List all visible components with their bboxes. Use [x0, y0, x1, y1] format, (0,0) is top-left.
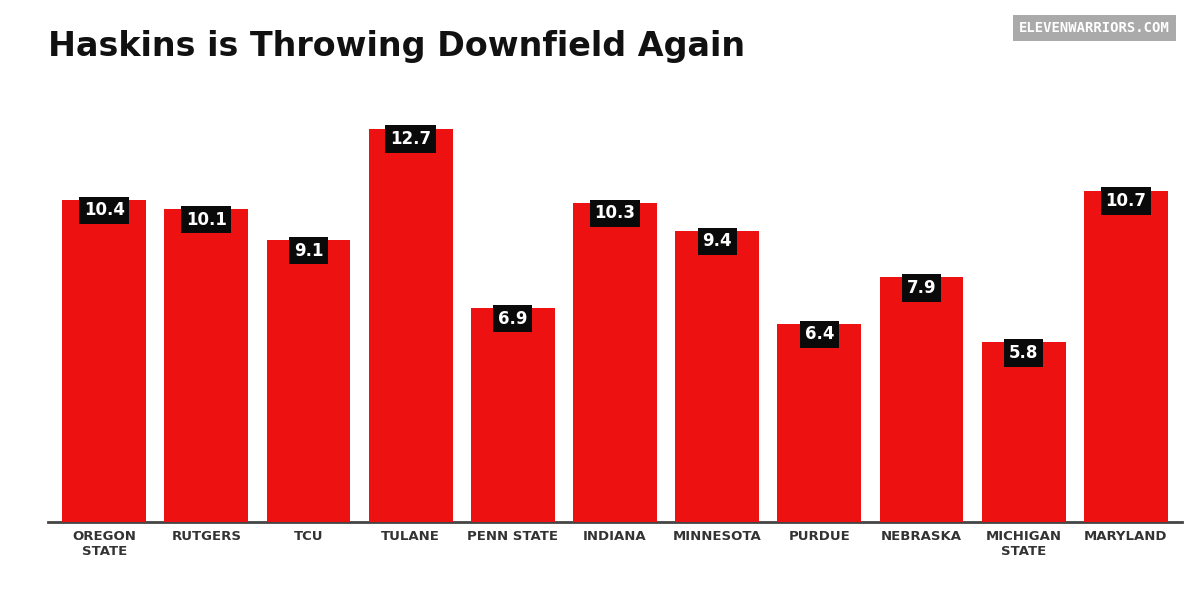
Text: 9.4: 9.4: [702, 232, 732, 250]
Bar: [982, 342, 1066, 522]
Text: Haskins is Throwing Downfield Again: Haskins is Throwing Downfield Again: [48, 30, 745, 63]
Bar: [62, 200, 146, 522]
Bar: [778, 324, 862, 522]
Bar: [676, 231, 760, 522]
Text: ELEVENWARRIORS.COM: ELEVENWARRIORS.COM: [1019, 21, 1170, 35]
Bar: [368, 129, 452, 522]
Bar: [1084, 191, 1168, 522]
Bar: [164, 209, 248, 522]
Bar: [574, 203, 656, 522]
Text: 6.9: 6.9: [498, 310, 528, 328]
Text: 6.4: 6.4: [804, 325, 834, 344]
Text: 12.7: 12.7: [390, 130, 431, 148]
Text: 10.3: 10.3: [594, 205, 636, 223]
Text: 10.7: 10.7: [1105, 192, 1146, 210]
Text: 9.1: 9.1: [294, 242, 323, 260]
Bar: [880, 277, 964, 522]
Text: 5.8: 5.8: [1009, 344, 1038, 362]
Bar: [470, 308, 554, 522]
Text: 7.9: 7.9: [907, 279, 936, 297]
Bar: [266, 240, 350, 522]
Text: 10.4: 10.4: [84, 202, 125, 219]
Text: 10.1: 10.1: [186, 211, 227, 229]
